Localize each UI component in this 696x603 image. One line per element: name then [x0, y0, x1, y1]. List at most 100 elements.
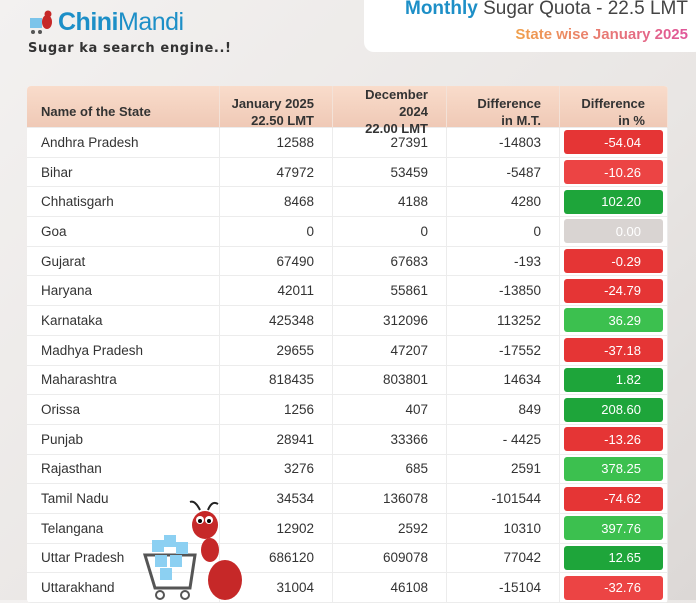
pct-badge: 397.76 [564, 516, 663, 541]
diff-value: -17552 [447, 335, 560, 365]
jan-value: 0 [220, 217, 333, 246]
pct-badge: -32.76 [564, 575, 663, 600]
header-pct: Difference in % [560, 86, 668, 137]
pct-badge: 378.25 [564, 456, 663, 481]
pct-badge: -37.18 [564, 338, 663, 363]
jan-value: 1256 [220, 395, 333, 424]
jan-value: 12588 [220, 128, 333, 157]
state-name: Karnataka [27, 306, 220, 335]
ant-cart-icon [30, 10, 52, 34]
pct-cell: -54.04 [560, 128, 668, 157]
header-state: Name of the State [27, 86, 220, 137]
pct-cell: 378.25 [560, 454, 668, 484]
table-row: Tamil Nadu 34534 136078 -101544 -74.62 [27, 484, 668, 514]
jan-value: 425348 [220, 306, 333, 335]
pct-badge: -24.79 [564, 278, 663, 303]
header-jan: January 2025 22.50 LMT [220, 86, 333, 137]
diff-value: 2591 [447, 454, 560, 484]
table-row: Maharashtra 818435 803801 14634 1.82 [27, 365, 668, 396]
diff-value: 4280 [447, 187, 560, 217]
jan-value: 3276 [220, 454, 333, 484]
diff-value: 113252 [447, 306, 560, 335]
dec-value: 312096 [333, 306, 447, 335]
title-box: Monthly Sugar Quota - 22.5 LMT State wis… [364, 0, 696, 52]
dec-value: 46108 [333, 573, 447, 602]
state-name: Chhatisgarh [27, 187, 220, 217]
pct-cell: 1.82 [560, 365, 668, 395]
table-row: Goa 0 0 0 0.00 [27, 217, 668, 247]
pct-badge: -10.26 [564, 160, 663, 185]
chinimandi-logo: ChiniMandi Sugar ka search engine..! [28, 8, 232, 56]
pct-cell: 208.60 [560, 395, 668, 424]
jan-value: 28941 [220, 424, 333, 454]
header-diff: Difference in M.T. [447, 86, 560, 137]
state-name: Haryana [27, 276, 220, 306]
jan-value: 8468 [220, 187, 333, 217]
dec-value: 803801 [333, 365, 447, 395]
dec-value: 407 [333, 395, 447, 424]
table-row: Uttarakhand 31004 46108 -15104 -32.76 [27, 573, 668, 603]
state-name: Goa [27, 217, 220, 246]
dec-value: 2592 [333, 513, 447, 543]
table-row: Madhya Pradesh 29655 47207 -17552 -37.18 [27, 335, 668, 366]
diff-value: 77042 [447, 543, 560, 573]
ant-mascot-icon [142, 500, 242, 600]
table-row: Telangana 12902 2592 10310 397.76 [27, 513, 668, 544]
pct-badge: 36.29 [564, 308, 663, 333]
diff-value: -13850 [447, 276, 560, 306]
table-row: Rajasthan 3276 685 2591 378.25 [27, 454, 668, 485]
dec-value: 33366 [333, 424, 447, 454]
table-row: Bihar 47972 53459 -5487 -10.26 [27, 157, 668, 188]
pct-badge: -0.29 [564, 249, 663, 274]
table-row: Orissa 1256 407 849 208.60 [27, 395, 668, 425]
dec-value: 136078 [333, 484, 447, 513]
jan-value: 47972 [220, 157, 333, 187]
state-name: Bihar [27, 157, 220, 187]
page-title: Monthly Sugar Quota - 22.5 LMT [405, 0, 688, 19]
state-name: Tamil Nadu [27, 484, 220, 513]
pct-cell: 36.29 [560, 306, 668, 335]
pct-cell: -10.26 [560, 157, 668, 187]
diff-value: 849 [447, 395, 560, 424]
pct-badge: 1.82 [564, 367, 663, 392]
pct-badge: -13.26 [564, 427, 663, 452]
jan-value: 818435 [220, 365, 333, 395]
pct-cell: -32.76 [560, 573, 668, 602]
pct-badge: -74.62 [564, 486, 663, 511]
diff-value: -193 [447, 246, 560, 276]
pct-badge: 12.65 [564, 545, 663, 570]
header-dec: December 2024 22.00 LMT [333, 86, 447, 137]
table-header: Name of the State January 2025 22.50 LMT … [27, 86, 668, 137]
state-name: Andhra Pradesh [27, 128, 220, 157]
diff-value: -14803 [447, 128, 560, 157]
table-row: Gujarat 67490 67683 -193 -0.29 [27, 246, 668, 277]
pct-cell: -37.18 [560, 335, 668, 365]
state-name: Maharashtra [27, 365, 220, 395]
dec-value: 0 [333, 217, 447, 246]
state-name: Punjab [27, 424, 220, 454]
diff-value: 0 [447, 217, 560, 246]
diff-value: -101544 [447, 484, 560, 513]
page-subtitle: State wise January 2025 [515, 26, 688, 43]
diff-value: -5487 [447, 157, 560, 187]
dec-value: 27391 [333, 128, 447, 157]
jan-value: 34534 [220, 484, 333, 513]
dec-value: 47207 [333, 335, 447, 365]
pct-badge: 0.00 [564, 219, 663, 244]
jan-value: 686120 [220, 543, 333, 573]
pct-cell: -13.26 [560, 424, 668, 454]
dec-value: 4188 [333, 187, 447, 217]
table-row: Haryana 42011 55861 -13850 -24.79 [27, 276, 668, 307]
pct-cell: 0.00 [560, 217, 668, 246]
diff-value: -15104 [447, 573, 560, 602]
diff-value: - 4425 [447, 424, 560, 454]
table-row: Karnataka 425348 312096 113252 36.29 [27, 306, 668, 336]
dec-value: 67683 [333, 246, 447, 276]
jan-value: 29655 [220, 335, 333, 365]
pct-cell: -0.29 [560, 246, 668, 276]
sugar-quota-table: Name of the State January 2025 22.50 LMT … [27, 86, 668, 603]
pct-badge: 208.60 [564, 397, 663, 422]
table-row: Andhra Pradesh 12588 27391 -14803 -54.04 [27, 128, 668, 158]
pct-cell: 12.65 [560, 543, 668, 573]
jan-value: 31004 [220, 573, 333, 602]
